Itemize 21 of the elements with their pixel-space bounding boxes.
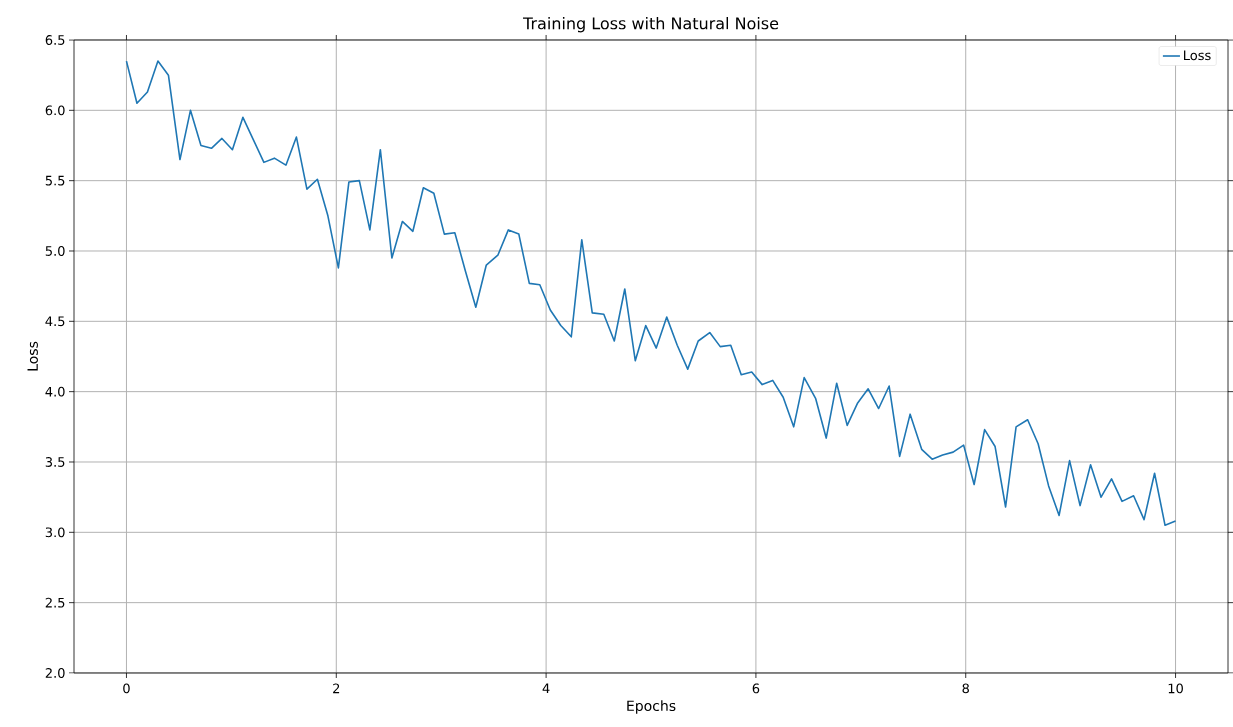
x-tick-label: 4 <box>542 683 550 693</box>
y-tick-label: 5.5 <box>45 175 65 186</box>
x-axis-title: Epochs <box>627 700 676 714</box>
line-series <box>125 60 1177 527</box>
y-tick-label: 4.0 <box>45 386 65 397</box>
y-tick-label: 4.5 <box>45 316 65 327</box>
y-tick-label: 6.5 <box>45 35 65 45</box>
y-tick-label: 2.5 <box>45 597 65 608</box>
legend-label: Loss <box>1184 50 1211 61</box>
x-tick-label: 6 <box>752 683 760 694</box>
x-tick-label: 10 <box>1168 683 1183 694</box>
x-tick-label: 8 <box>962 683 969 694</box>
y-tick-label: 2.0 <box>45 668 65 678</box>
x-tick-label: 2 <box>333 683 340 694</box>
y-tick-label: 5.0 <box>45 246 65 256</box>
x-tick-label: 0 <box>123 683 130 694</box>
y-tick-label: 6.0 <box>45 105 65 116</box>
chart-title: Training Loss with Natural Noise <box>523 16 779 33</box>
y-axis-title: Loss <box>27 341 38 371</box>
y-tick-label: 3.0 <box>45 527 65 538</box>
y-tick-label: 3.5 <box>45 457 65 467</box>
